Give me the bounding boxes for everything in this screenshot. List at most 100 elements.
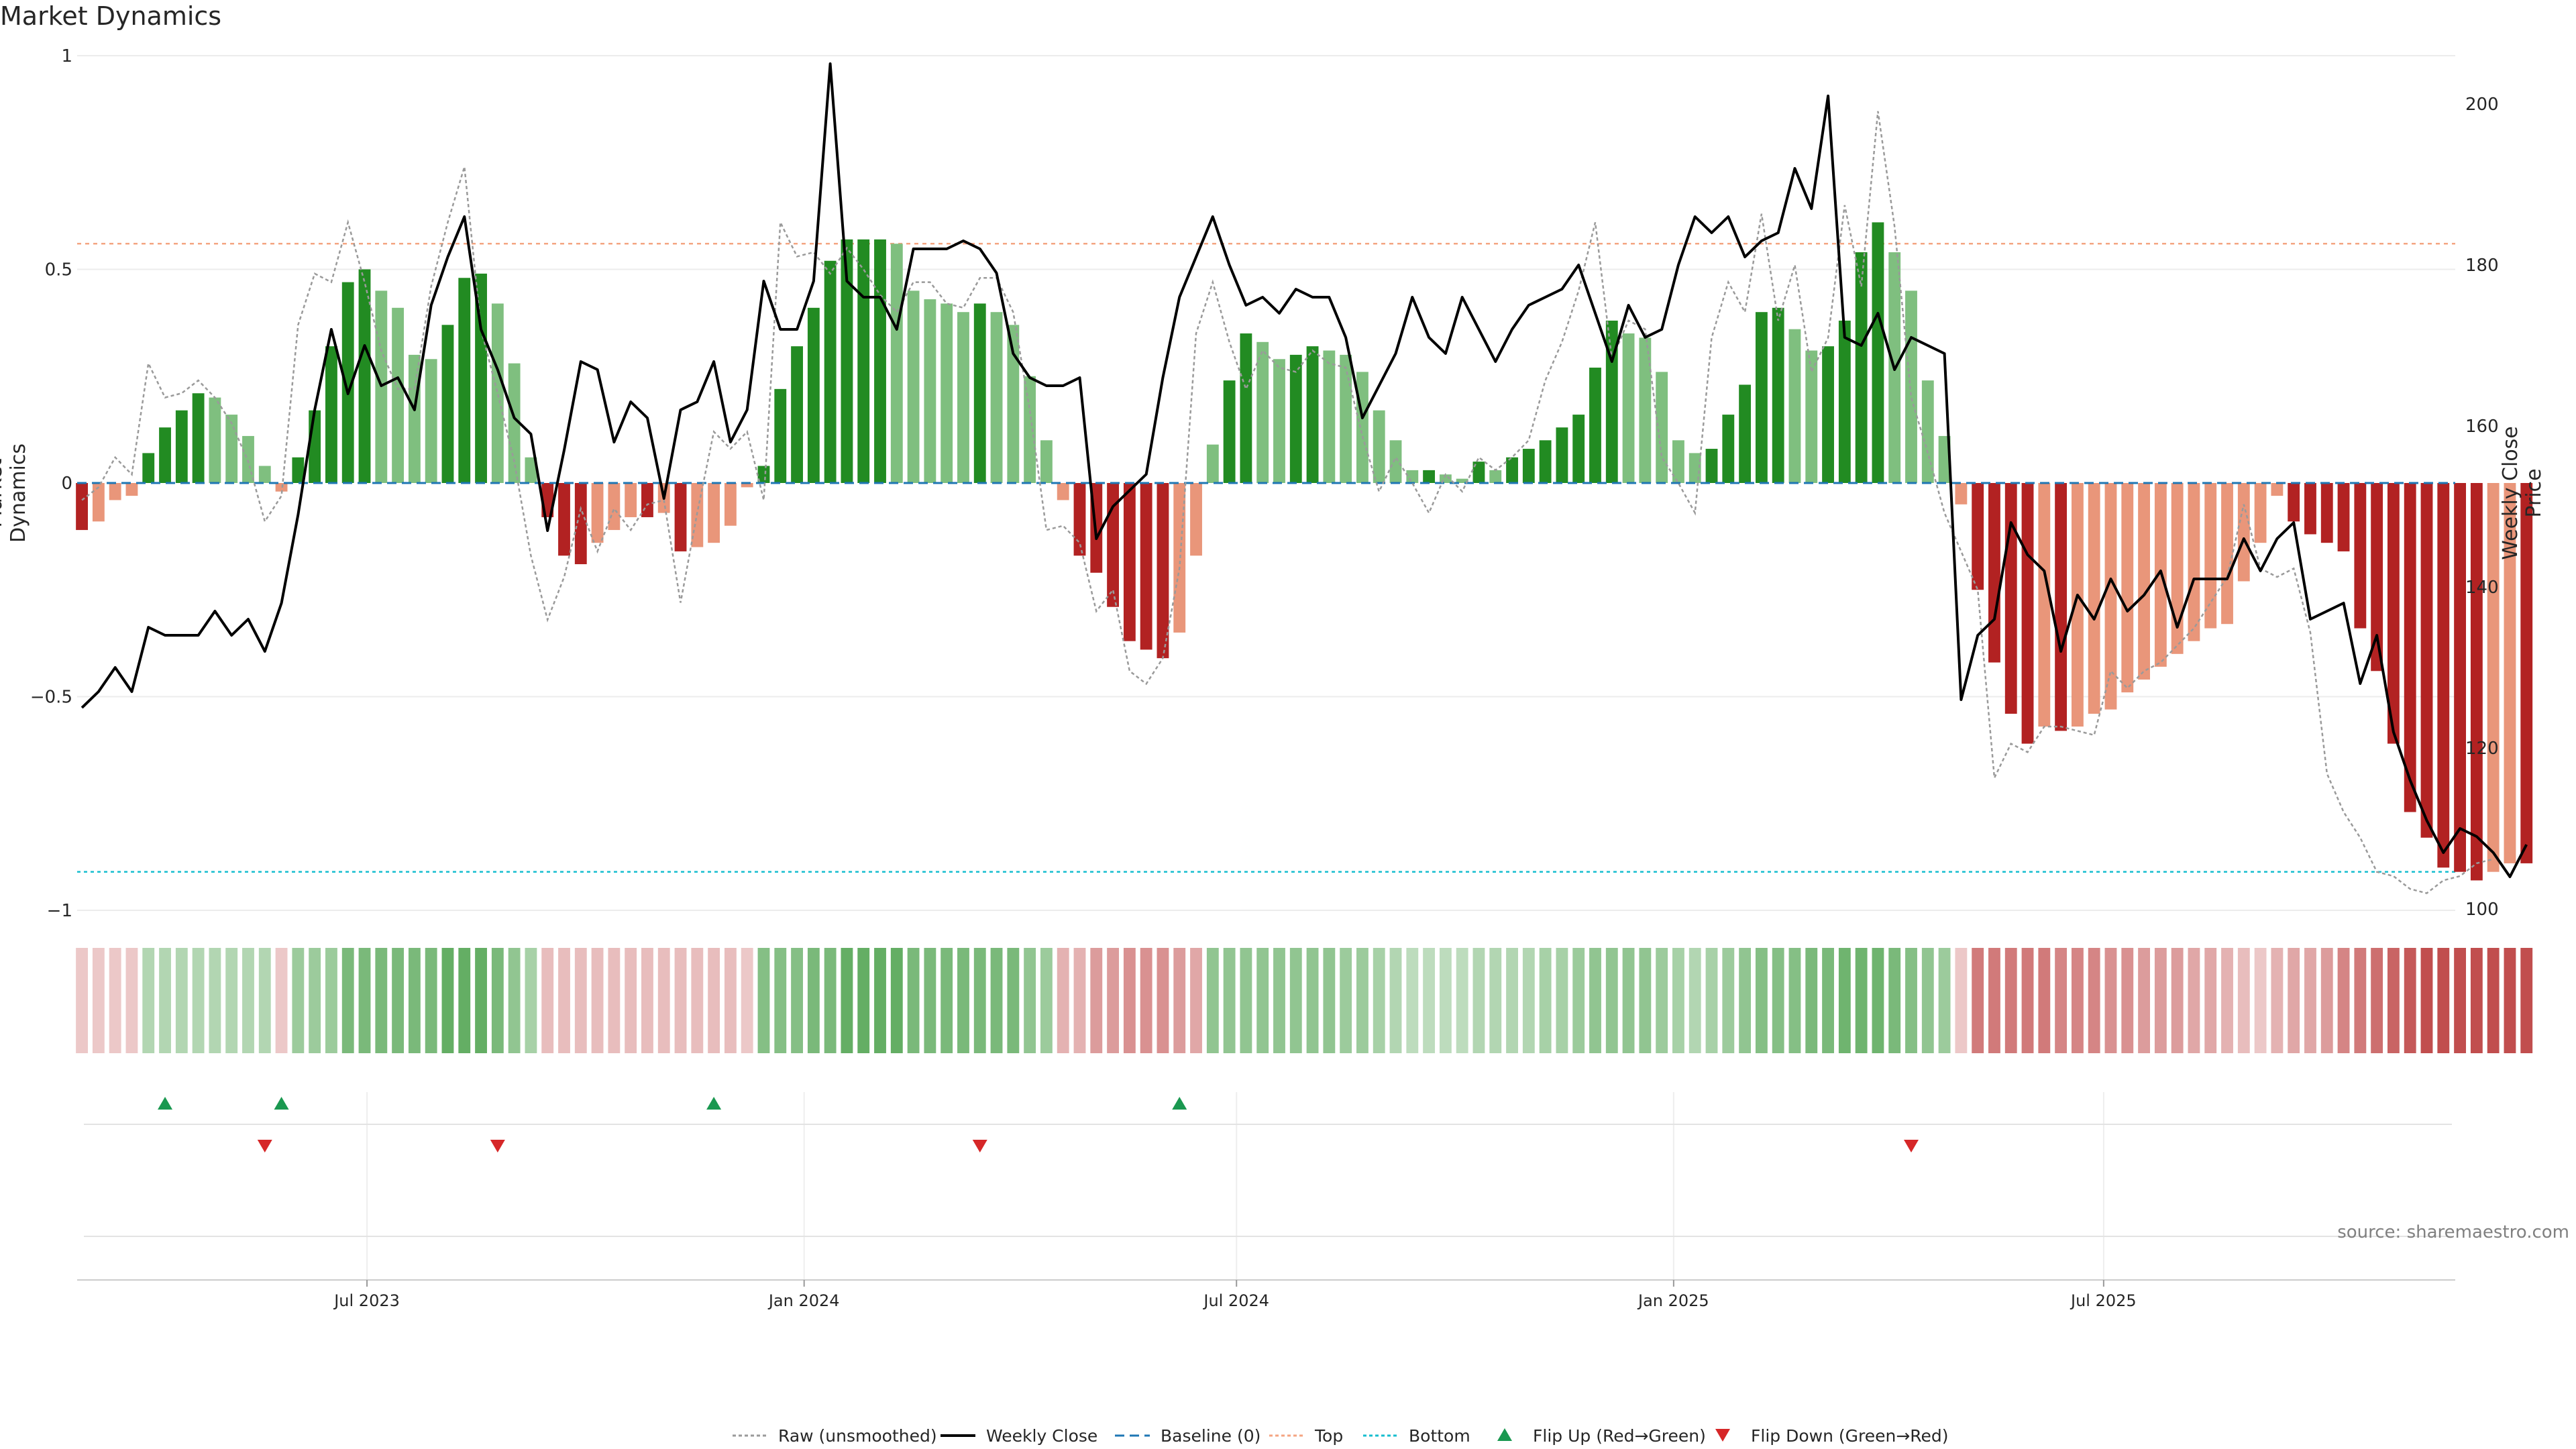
intensity-cell bbox=[1423, 948, 1436, 1053]
bar bbox=[408, 354, 421, 483]
intensity-cell bbox=[1489, 948, 1502, 1053]
intensity-cell bbox=[1872, 948, 1884, 1053]
intensity-cell bbox=[475, 948, 487, 1053]
bar bbox=[1472, 462, 1485, 483]
y2-tick-label: 100 bbox=[2465, 900, 2499, 920]
bar bbox=[341, 282, 354, 483]
bar bbox=[841, 239, 853, 483]
intensity-cell bbox=[1306, 948, 1319, 1053]
bar bbox=[358, 269, 371, 483]
intensity-cell bbox=[341, 948, 354, 1053]
bar bbox=[142, 453, 155, 483]
bar bbox=[2104, 483, 2117, 710]
intensity-cell bbox=[1788, 948, 1801, 1053]
bar bbox=[574, 483, 587, 565]
bar bbox=[1123, 483, 1136, 641]
flip-down-marker bbox=[1904, 1140, 1919, 1152]
intensity-cell bbox=[558, 948, 570, 1053]
intensity-cell bbox=[441, 948, 454, 1053]
intensity-cell bbox=[2504, 948, 2516, 1053]
bar bbox=[674, 483, 687, 551]
bar bbox=[258, 466, 271, 483]
bar bbox=[2221, 483, 2233, 625]
intensity-cell bbox=[2520, 948, 2533, 1053]
bar bbox=[2487, 483, 2500, 872]
legend-label: Top bbox=[1314, 1426, 1343, 1446]
bar bbox=[1323, 350, 1336, 483]
bar bbox=[525, 457, 537, 483]
bar bbox=[2021, 483, 2034, 744]
bar bbox=[1389, 440, 1402, 483]
bar bbox=[1423, 470, 1436, 483]
bar bbox=[2121, 483, 2134, 693]
bar bbox=[2304, 483, 2316, 535]
flip-up-marker bbox=[706, 1097, 722, 1110]
intensity-cell bbox=[2021, 948, 2034, 1053]
intensity-cell bbox=[76, 948, 89, 1053]
x-tick-label: Jul 2023 bbox=[333, 1291, 400, 1310]
x-tick-label: Jan 2025 bbox=[1637, 1291, 1709, 1310]
bar bbox=[175, 410, 188, 483]
bar bbox=[1289, 354, 1302, 483]
bar bbox=[159, 427, 171, 483]
bar bbox=[1406, 470, 1419, 483]
bar bbox=[741, 483, 753, 488]
bar bbox=[1356, 372, 1368, 483]
intensity-cell bbox=[2004, 948, 2017, 1053]
bar bbox=[109, 483, 121, 500]
bar bbox=[1522, 449, 1535, 483]
intensity-cell bbox=[2237, 948, 2250, 1053]
intensity-cell bbox=[1506, 948, 1518, 1053]
intensity-cell bbox=[2337, 948, 2350, 1053]
bar bbox=[1306, 346, 1319, 483]
bar bbox=[1722, 415, 1735, 483]
intensity-cell bbox=[2121, 948, 2134, 1053]
intensity-cell bbox=[1256, 948, 1269, 1053]
bar bbox=[1340, 354, 1352, 483]
intensity-cell bbox=[874, 948, 886, 1053]
intensity-cell bbox=[990, 948, 1003, 1053]
bars-layer bbox=[76, 222, 2533, 881]
intensity-cell bbox=[1972, 948, 1984, 1053]
intensity-cell bbox=[209, 948, 221, 1053]
flip-down-marker bbox=[490, 1140, 505, 1152]
intensity-cell bbox=[824, 948, 837, 1053]
intensity-cell bbox=[1223, 948, 1236, 1053]
intensity-cell bbox=[541, 948, 554, 1053]
intensity-cell bbox=[1073, 948, 1086, 1053]
bar bbox=[2504, 483, 2516, 863]
intensity-cell bbox=[508, 948, 521, 1053]
intensity-cell bbox=[1656, 948, 1668, 1053]
bar bbox=[1506, 457, 1518, 483]
legend-swatch bbox=[1715, 1429, 1730, 1442]
bar bbox=[1838, 320, 1851, 483]
intensity-cell bbox=[708, 948, 720, 1053]
bar bbox=[890, 244, 903, 483]
bar bbox=[1007, 325, 1020, 483]
bar bbox=[1772, 307, 1784, 483]
intensity-cell bbox=[1024, 948, 1036, 1053]
intensity-cell bbox=[1123, 948, 1136, 1053]
intensity-cell bbox=[1672, 948, 1684, 1053]
bar bbox=[1556, 427, 1568, 483]
bar bbox=[1240, 333, 1252, 483]
legend-label: Weekly Close bbox=[986, 1426, 1097, 1446]
y-tick-label: −0.5 bbox=[30, 688, 72, 708]
bar bbox=[807, 307, 820, 483]
bar bbox=[1972, 483, 1984, 590]
intensity-cell bbox=[2354, 948, 2367, 1053]
legend-entry: Raw (unsmoothed) bbox=[733, 1426, 937, 1446]
bar bbox=[2271, 483, 2284, 496]
lines-layer bbox=[80, 62, 2528, 894]
intensity-cell bbox=[1739, 948, 1752, 1053]
bar bbox=[957, 312, 969, 483]
intensity-cell bbox=[2371, 948, 2383, 1053]
bar bbox=[491, 303, 504, 483]
bar bbox=[2387, 483, 2400, 744]
intensity-cell bbox=[2254, 948, 2267, 1053]
intensity-cell bbox=[92, 948, 105, 1053]
intensity-cell bbox=[1190, 948, 1202, 1053]
bar bbox=[1040, 440, 1053, 483]
bar bbox=[92, 483, 105, 522]
bar bbox=[2038, 483, 2051, 727]
